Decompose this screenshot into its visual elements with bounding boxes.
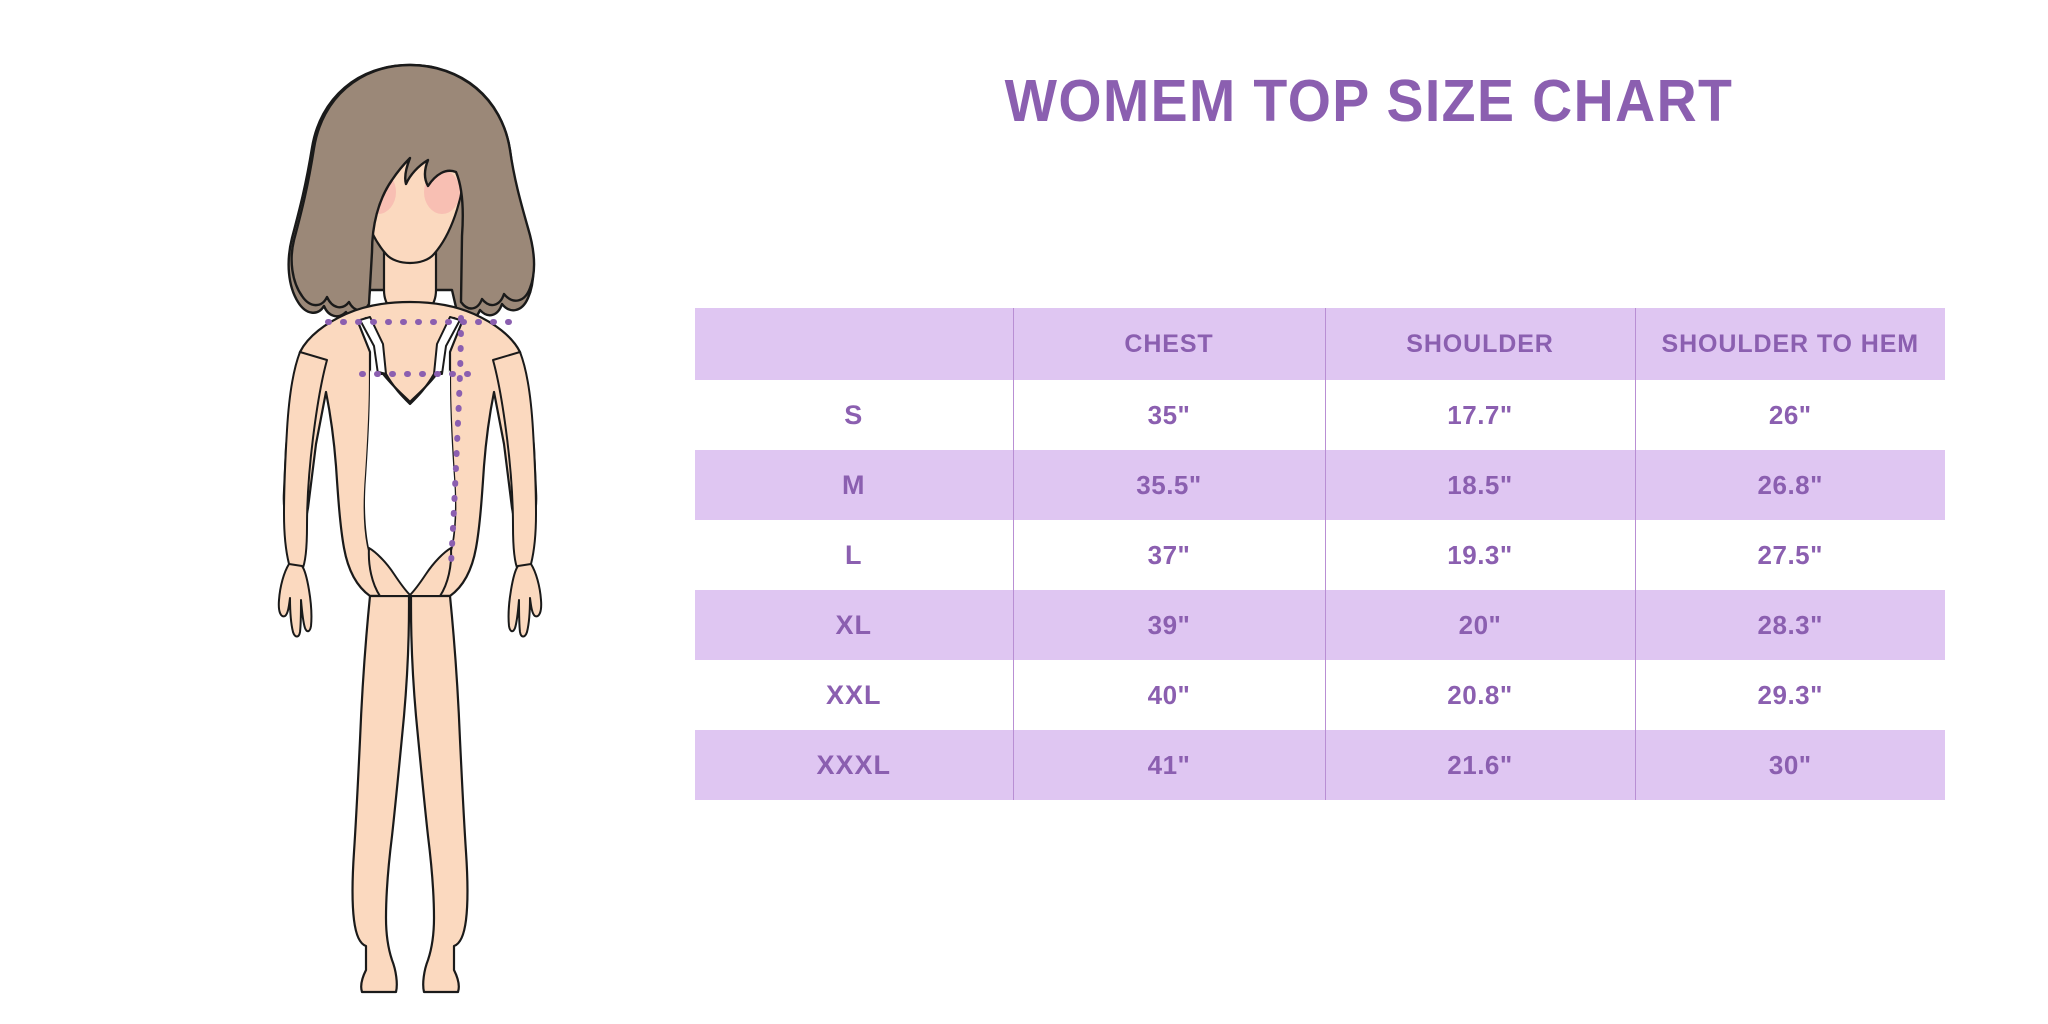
- size-table-body: S 35" 17.7" 26" M 35.5" 18.5" 26.8" L 37…: [695, 380, 1945, 800]
- hand-right: [507, 563, 543, 638]
- cell-chest: 35": [1012, 380, 1325, 450]
- cell-size: XXXL: [695, 730, 1013, 800]
- table-row: XXXL 41" 21.6" 30": [695, 730, 1945, 800]
- arm-right: [492, 351, 537, 575]
- cell-shoulder-to-hem: 27.5": [1634, 520, 1945, 590]
- cell-shoulder-to-hem: 29.3": [1634, 660, 1945, 730]
- column-header-shoulder-to-hem: SHOULDER TO HEM: [1634, 308, 1945, 380]
- table-row: XL 39" 20" 28.3": [695, 590, 1945, 660]
- cell-chest: 40": [1012, 660, 1325, 730]
- page-title: WOMEM TOP SIZE CHART: [1004, 68, 1734, 134]
- table-row: S 35" 17.7" 26": [695, 380, 1945, 450]
- garment-leg-opening-left: [367, 547, 411, 597]
- table-header-row: CHEST SHOULDER SHOULDER TO HEM: [695, 308, 1945, 380]
- cell-shoulder: 20": [1324, 590, 1635, 660]
- hand-left: [277, 563, 313, 638]
- leg-left: [351, 594, 411, 994]
- leg-right: [409, 594, 469, 994]
- column-header-shoulder: SHOULDER: [1324, 308, 1635, 380]
- size-table-container: CHEST SHOULDER SHOULDER TO HEM S 35" 17.…: [695, 308, 1945, 808]
- column-header-chest: CHEST: [1012, 308, 1325, 380]
- cell-chest: 41": [1012, 730, 1325, 800]
- shoulder-to-hem-measure-line: [448, 315, 464, 567]
- column-header-size: [695, 308, 1013, 380]
- garment-leg-opening-right: [409, 547, 453, 597]
- cell-shoulder: 18.5": [1324, 450, 1635, 520]
- model-illustration-panel: SHOULDER CHEST SHOULDER TO HEM: [0, 0, 690, 1024]
- cell-shoulder: 17.7": [1324, 380, 1635, 450]
- garment-body-panel: [365, 370, 455, 595]
- cell-chest: 37": [1012, 520, 1325, 590]
- cell-chest: 35.5": [1012, 450, 1325, 520]
- table-row: XXL 40" 20.8" 29.3": [695, 660, 1945, 730]
- cell-shoulder: 21.6": [1324, 730, 1635, 800]
- garment-neckline: [377, 370, 443, 406]
- table-row: L 37" 19.3" 27.5": [695, 520, 1945, 590]
- size-table-head: CHEST SHOULDER SHOULDER TO HEM: [695, 308, 1945, 380]
- female-body-figure: [277, 63, 543, 994]
- size-table: CHEST SHOULDER SHOULDER TO HEM S 35" 17.…: [695, 308, 1945, 800]
- cell-size: XXL: [695, 660, 1013, 730]
- cell-size: M: [695, 450, 1013, 520]
- cell-shoulder: 20.8": [1324, 660, 1635, 730]
- cell-size: L: [695, 520, 1013, 590]
- cell-size: XL: [695, 590, 1013, 660]
- cell-shoulder-to-hem: 26.8": [1634, 450, 1945, 520]
- cell-shoulder-to-hem: 30": [1634, 730, 1945, 800]
- cell-chest: 39": [1012, 590, 1325, 660]
- cell-shoulder-to-hem: 28.3": [1634, 590, 1945, 660]
- arm-left: [283, 351, 328, 575]
- cell-shoulder: 19.3": [1324, 520, 1635, 590]
- cell-size: S: [695, 380, 1013, 450]
- cell-shoulder-to-hem: 26": [1634, 380, 1945, 450]
- table-row: M 35.5" 18.5" 26.8": [695, 450, 1945, 520]
- chart-panel: WOMEM TOP SIZE CHART CHEST SHOULDER SHOU…: [690, 0, 2048, 1024]
- hair-fringe: [290, 63, 536, 312]
